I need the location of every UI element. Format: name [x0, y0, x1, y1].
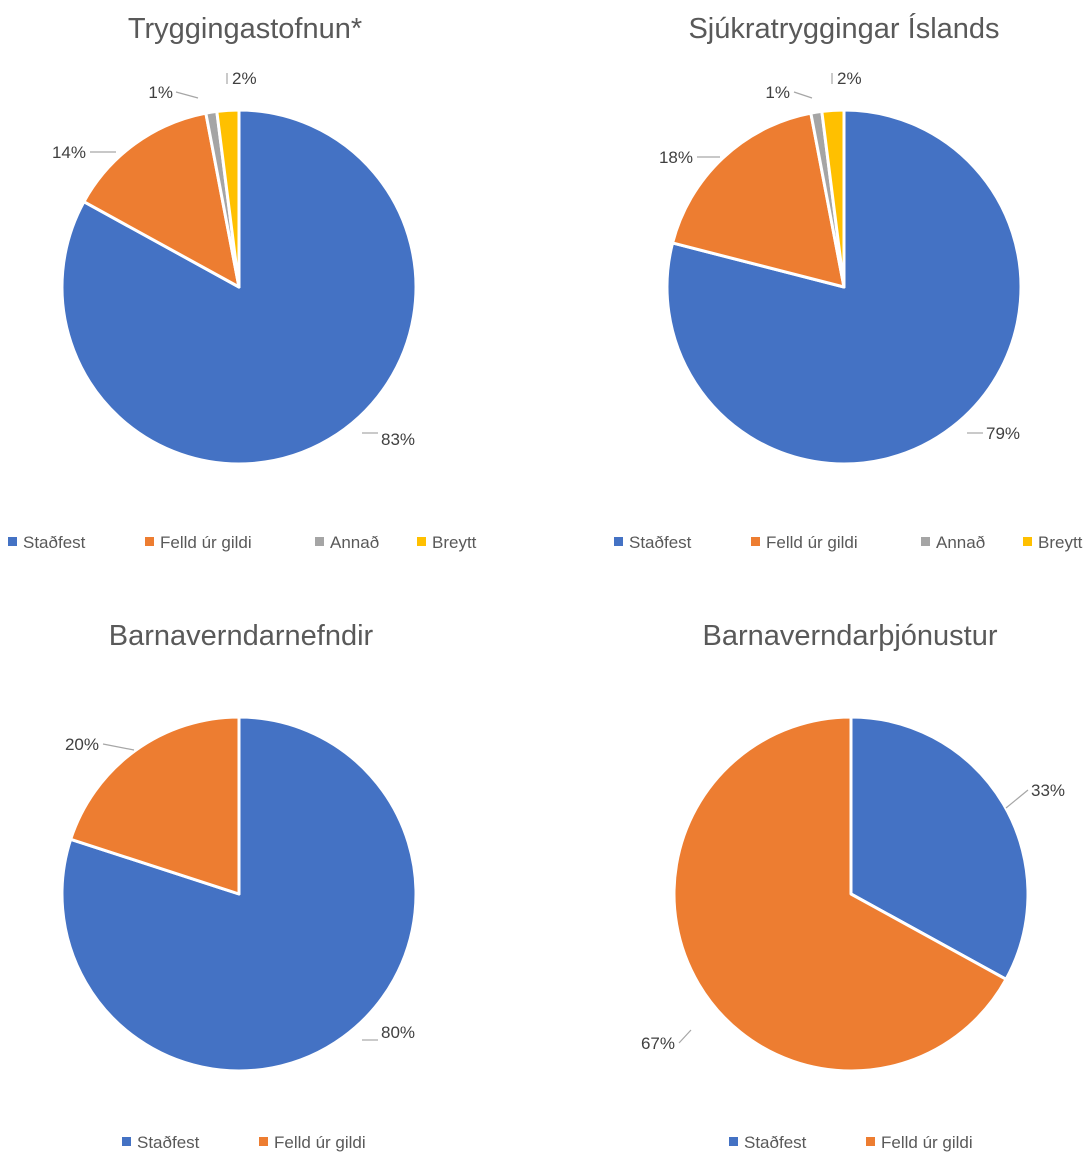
legend-label-annad: Annað	[330, 533, 379, 552]
pie-chart-2: Sjúkratryggingar Íslands 79% 18% 1% 2% Staðfe…	[614, 12, 1083, 552]
leader-line	[678, 1029, 692, 1044]
pie-slice-breytt	[820, 108, 846, 289]
legend-label-felld-ur-gildi: Felld úr gildi	[766, 533, 858, 552]
pie-chart-4: Barnaverndarþjónustur 33% 67% Staðfest Felld…	[641, 620, 1065, 1152]
legend-swatch-annad	[315, 537, 324, 546]
legend-label-breytt: Breytt	[1038, 533, 1083, 552]
legend-label-felld-ur-gildi: Felld úr gildi	[881, 1133, 973, 1152]
legend-swatch-annad	[921, 537, 930, 546]
leader-line	[175, 91, 199, 99]
pie-slice-stadfest	[60, 108, 418, 466]
legend-swatch-felld-ur-gildi	[145, 537, 154, 546]
data-label-stadfest: 80%	[381, 1023, 415, 1042]
legend-swatch-stadfest	[729, 1137, 738, 1146]
data-label-breytt: 2%	[232, 69, 257, 88]
data-label-annad: 1%	[765, 83, 790, 102]
pie-slice-stadfest	[60, 715, 418, 1073]
pie-chart-1: Tryggingastofnun* 83% 14% 1% 2% Staðfest Felld…	[8, 13, 477, 552]
data-label-felld-ur-gildi: 14%	[52, 143, 86, 162]
leader-line	[1005, 789, 1029, 809]
pie-slice-felld-ur-gildi	[672, 715, 1008, 1073]
legend-swatch-stadfest	[614, 537, 623, 546]
legend-swatch-stadfest	[122, 1137, 131, 1146]
legend: Staðfest Felld úr gildi Annað Breytt	[8, 533, 477, 552]
data-label-breytt: 2%	[837, 69, 862, 88]
data-label-felld-ur-gildi: 67%	[641, 1034, 675, 1053]
legend-swatch-breytt	[1023, 537, 1032, 546]
pie-slice-felld-ur-gildi	[82, 111, 241, 289]
legend-swatch-stadfest	[8, 537, 17, 546]
leader-line	[793, 91, 813, 99]
data-label-stadfest: 79%	[986, 424, 1020, 443]
chart-title: Barnaverndarnefndir	[109, 620, 374, 652]
legend-label-felld-ur-gildi: Felld úr gildi	[274, 1133, 366, 1152]
chart-title: Barnaverndarþjónustur	[702, 620, 997, 652]
data-label-stadfest: 83%	[381, 430, 415, 449]
legend-label-annad: Annað	[936, 533, 985, 552]
legend-swatch-felld-ur-gildi	[259, 1137, 268, 1146]
pie-slice-stadfest	[665, 108, 1023, 466]
legend-label-stadfest: Staðfest	[137, 1133, 200, 1152]
legend-label-stadfest: Staðfest	[23, 533, 86, 552]
data-label-stadfest: 33%	[1031, 781, 1065, 800]
pie-slice-stadfest	[849, 715, 1030, 981]
pie-slice-felld-ur-gildi	[671, 111, 846, 289]
legend-label-felld-ur-gildi: Felld úr gildi	[160, 533, 252, 552]
legend-label-stadfest: Staðfest	[629, 533, 692, 552]
leader-line	[102, 743, 135, 751]
legend-swatch-felld-ur-gildi	[751, 537, 760, 546]
data-label-felld-ur-gildi: 18%	[659, 148, 693, 167]
chart-title: Sjúkratryggingar Íslands	[688, 12, 999, 45]
legend: Staðfest Felld úr gildi Annað Breytt	[614, 533, 1083, 552]
chart-title: Tryggingastofnun*	[128, 13, 362, 45]
legend-swatch-felld-ur-gildi	[866, 1137, 875, 1146]
data-label-felld-ur-gildi: 20%	[65, 735, 99, 754]
pie-slice-felld-ur-gildi	[69, 715, 241, 896]
legend-label-stadfest: Staðfest	[744, 1133, 807, 1152]
data-label-annad: 1%	[148, 83, 173, 102]
pie-slice-breytt	[215, 108, 241, 289]
legend: Staðfest Felld úr gildi	[122, 1133, 366, 1152]
legend: Staðfest Felld úr gildi	[729, 1133, 973, 1152]
pie-chart-3: Barnaverndarnefndir 80% 20% Staðfest Felld ú…	[60, 620, 418, 1152]
legend-swatch-breytt	[417, 537, 426, 546]
legend-label-breytt: Breytt	[432, 533, 477, 552]
